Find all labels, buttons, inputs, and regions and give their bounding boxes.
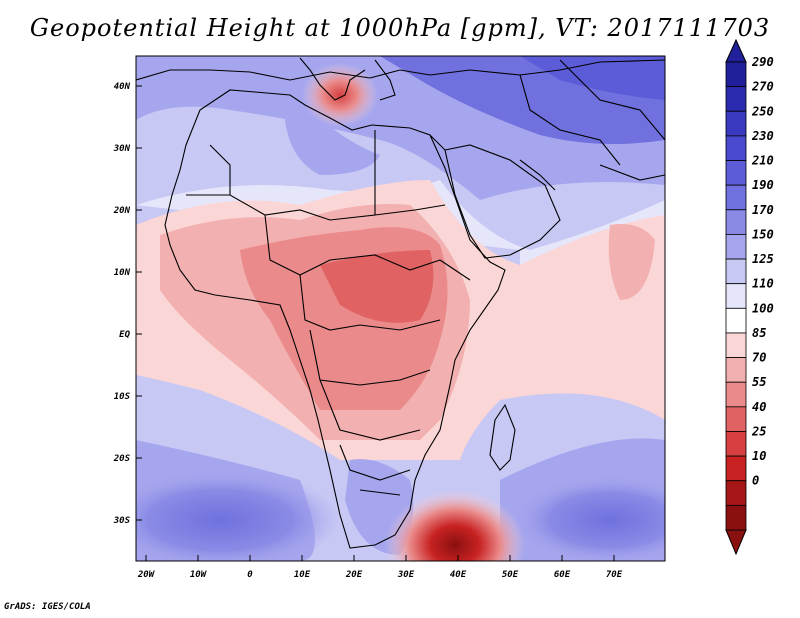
colorbar-label: 270 [751,80,774,94]
colorbar-bottom-arrow [725,529,747,556]
colorbar-swatch [725,504,747,531]
colorbar-swatch [725,209,747,235]
field-shading [136,56,665,561]
colorbar-top-arrow [725,38,747,63]
lat-label-40n: 40N [114,82,131,92]
lon-label-50e: 50E [502,570,519,580]
colorbar: 2902702502302101901701501251101008570554… [725,38,774,556]
longitude-axis: 20W 10W 0 10E 20E 30E 40E 50E 60E 70E [137,555,623,580]
map-frame [135,55,666,562]
lat-label-eq: EQ [119,330,130,340]
lon-label-60e: 60E [554,570,571,580]
colorbar-label: 125 [752,252,774,266]
lon-label-10w: 10W [190,570,208,580]
colorbar-label: 10 [752,449,766,463]
colorbar-label: 85 [752,326,766,340]
colorbar-swatch [725,258,747,285]
lon-label-40e: 40E [450,570,467,580]
colorbar-swatch [725,283,747,309]
colorbar-label: 170 [752,203,774,217]
colorbar-label: 110 [752,277,774,291]
colorbar-swatch [725,86,747,112]
colorbar-swatch [725,110,747,137]
lon-label-0: 0 [247,570,253,580]
colorbar-label: 190 [752,178,774,192]
latitude-axis: 40N 30N 20N 10N EQ 10S 20S 30S [113,82,142,526]
colorbar-swatch [725,234,747,260]
colorbar-swatch [725,184,747,211]
map-title: Geopotential Height at 1000hPa [gpm], VT… [29,14,771,42]
colorbar-label: 250 [751,104,774,118]
lat-label-30n: 30N [113,144,131,154]
colorbar-swatch [725,332,747,358]
colorbar-swatch [725,381,747,408]
lat-label-10n: 10N [114,268,131,278]
colorbar-label: 150 [752,227,774,241]
lon-label-30e: 30E [397,570,415,580]
colorbar-swatch [725,406,747,432]
colorbar-swatch [725,480,747,506]
colorbar-label: 40 [752,400,766,414]
colorbar-label: 290 [751,55,774,69]
colorbar-label: 55 [752,375,766,389]
colorbar-label: 230 [751,129,774,143]
colorbar-swatch [725,135,747,161]
lon-label-10e: 10E [294,570,311,580]
lat-label-10s: 10S [114,392,131,402]
colorbar-swatch [725,431,747,457]
colorbar-swatch [725,160,747,186]
lon-label-20e: 20E [345,570,363,580]
colorbar-swatch [725,455,747,482]
colorbar-label: 100 [752,301,774,315]
lon-label-20w: 20W [137,570,156,580]
colorbar-label: 0 [752,474,759,488]
lon-label-70e: 70E [606,570,623,580]
colorbar-label: 70 [752,351,766,365]
colorbar-swatch [725,61,747,88]
colorbar-swatch [725,307,747,334]
footer-credit: GrADS: IGES/COLA [4,602,91,612]
colorbar-swatch [725,357,747,383]
lat-label-20n: 20N [113,206,131,216]
coastlines [136,57,665,549]
colorbar-label: 210 [751,154,774,168]
lat-label-20s: 20S [113,454,131,464]
lat-label-30s: 30S [113,516,131,526]
colorbar-label: 25 [751,424,766,438]
